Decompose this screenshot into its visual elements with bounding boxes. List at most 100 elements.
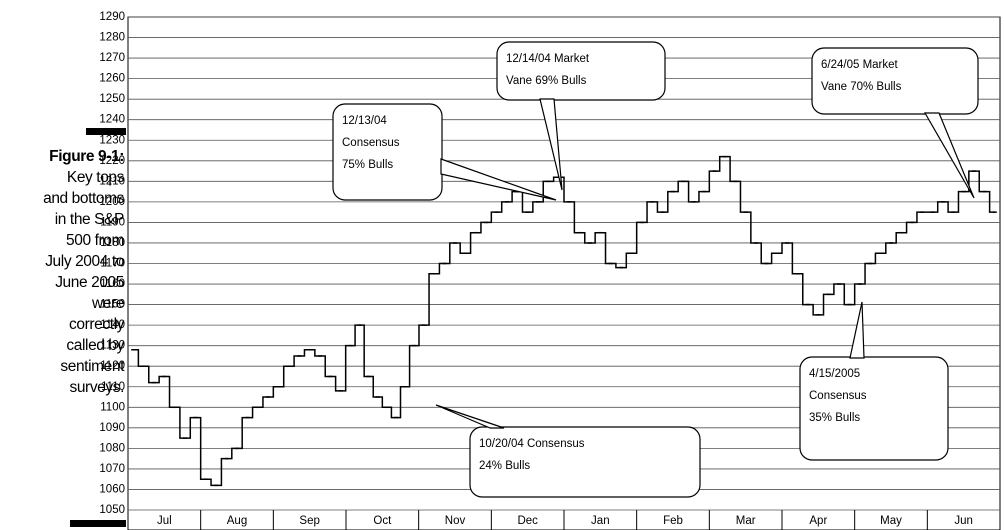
price-line [395,386,406,419]
figure-label: Figure 9-1: [49,148,124,165]
callout-text: 12/14/04 Market [506,53,590,65]
price-line [932,201,943,213]
caption-line: called by [66,337,124,354]
caption: Figure 9-1: Key tops and bottoms in the S&… [0,146,124,398]
price-line [434,262,445,275]
callout-pointer [923,112,975,199]
price-line [133,349,144,367]
caption-line: Key tops [66,169,125,186]
callout-text: 75% Bulls [342,159,393,171]
caption-line: surveys. [69,379,124,396]
rule [86,128,126,135]
price-line [766,252,777,265]
price-line [496,201,507,213]
price-line [278,365,289,388]
y-tick-label: 1100 [100,401,125,413]
callout-text: 35% Bulls [809,412,860,424]
price-line [350,324,360,347]
caption-line: in the S&P [54,211,125,228]
price-line [444,242,455,265]
price-line [164,375,175,409]
y-tick-label: 1280 [99,32,125,44]
callout-pointer [440,158,557,201]
price-line [652,201,663,213]
price-line [641,201,653,224]
price-line [911,211,923,224]
x-tick-label: May [880,515,902,527]
y-tick-label: 1210 [99,175,125,187]
price-line [787,242,798,275]
price-line [268,386,279,398]
price-line [226,447,237,460]
caption-line: 500 from [66,232,124,249]
price-line [963,170,975,193]
price-line [386,406,396,419]
price-line [538,180,549,203]
price-line [368,375,378,398]
price-line [486,211,497,224]
y-tick-label: 1240 [99,114,125,126]
y-tick-label: 1120 [100,360,125,372]
x-tick-label: Dec [517,515,538,527]
x-tick-label: Aug [227,515,247,527]
y-tick-label: 1260 [99,73,125,85]
price-line [527,201,539,213]
callout-pointer [435,404,505,429]
price-line [377,396,387,409]
caption-line: July 2004 to [45,253,124,270]
rule [70,520,126,527]
price-line [153,375,165,384]
price-line [309,349,321,357]
price-line [569,201,580,234]
callout-box [799,356,949,461]
price-line [891,231,902,244]
callout-text: Consensus [809,390,867,402]
price-line [807,303,819,316]
y-tick-label: 1200 [99,196,125,208]
price-line [475,221,487,234]
price-line [465,231,476,254]
y-tick-label: 1270 [99,52,125,64]
y-tick-label: 1220 [99,155,125,167]
price-line [797,273,808,306]
price-line [714,155,725,172]
price-line [185,416,196,439]
price-line [859,262,871,285]
x-tick-label: Apr [809,515,827,527]
price-line [359,324,369,378]
y-tick-label: 1150 [100,299,125,311]
y-tick-label: 1290 [99,11,125,23]
callout-text: 12/13/04 [342,115,387,127]
price-line [589,231,601,244]
price-line [174,406,186,439]
price-line [631,221,642,254]
x-tick-label: Oct [373,515,392,527]
price-line [942,201,954,213]
x-tick-label: Sep [299,515,319,527]
price-line [423,273,435,326]
callout-box [332,103,443,201]
price-line [683,180,694,203]
callout-text: 10/20/04 Consensus [479,438,585,450]
callout-pointer [849,301,865,359]
x-tick-label: Mar [736,515,756,527]
x-tick-label: Jun [954,515,973,527]
callout-text: Vane 69% Bulls [506,75,587,87]
y-tick-label: 1130 [100,340,125,352]
price-line [756,242,767,265]
y-tick-label: 1110 [101,381,125,393]
price-line [455,242,466,254]
price-line [237,416,248,450]
price-line [610,262,622,269]
price-line [247,406,258,419]
caption-line: and bottoms [43,190,124,207]
y-tick-label: 1140 [100,319,125,331]
price-line [405,344,415,388]
y-tick-label: 1070 [99,463,125,475]
price-line [257,396,269,409]
y-tick-label: 1080 [99,442,125,454]
callout-text: 24% Bulls [479,460,530,472]
y-tick-label: 1160 [100,278,125,290]
